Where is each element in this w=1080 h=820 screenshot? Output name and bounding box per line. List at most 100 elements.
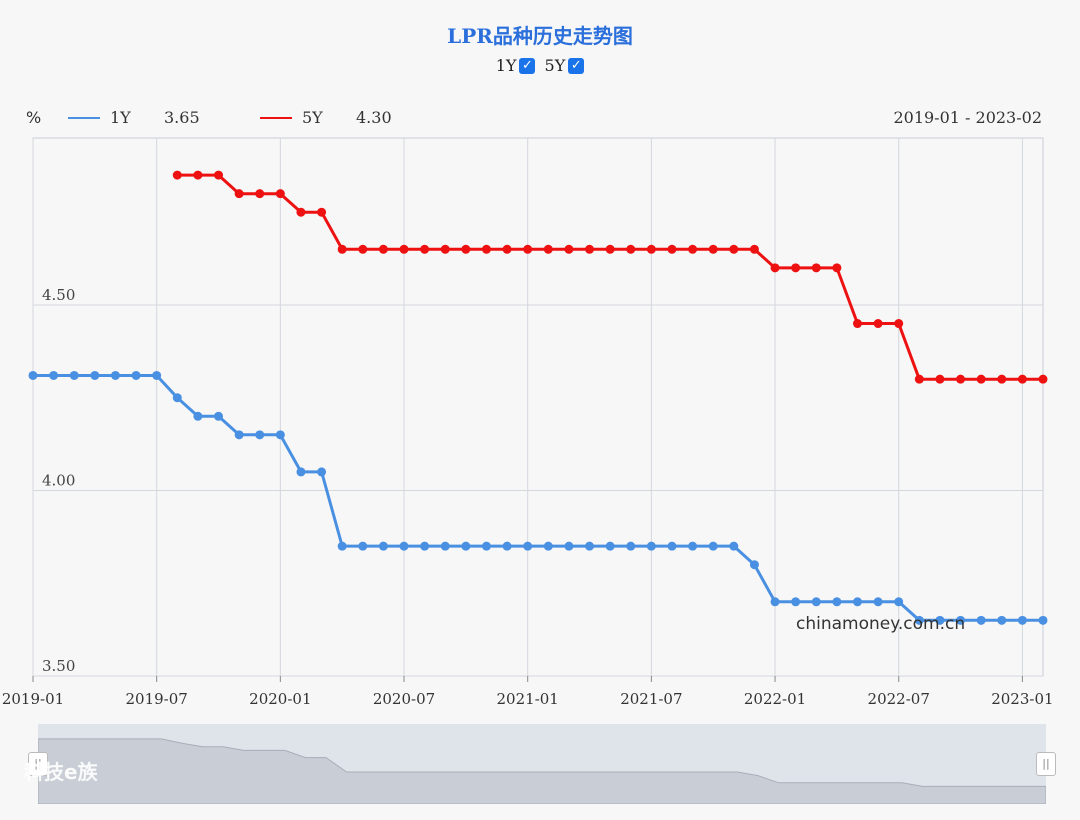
watermark-chinamoney: chinamoney.com.cn [796, 614, 966, 634]
point-5y [172, 170, 182, 180]
legend-name-1y: 1Y [110, 108, 131, 127]
point-1y [255, 430, 265, 440]
point-1y [585, 541, 595, 551]
point-1y [317, 467, 327, 477]
point-1y [997, 615, 1007, 625]
point-5y [791, 263, 801, 273]
legend-line-5y [260, 116, 292, 119]
point-5y [976, 374, 986, 384]
point-5y [832, 263, 842, 273]
point-1y [49, 370, 59, 380]
point-5y [667, 244, 677, 254]
point-1y [976, 615, 986, 625]
point-1y [378, 541, 388, 551]
point-5y [1038, 374, 1048, 384]
point-1y [729, 541, 739, 551]
legend-name-5y: 5Y [302, 108, 323, 127]
point-5y [337, 244, 347, 254]
point-1y [646, 541, 656, 551]
legend-value-5y: 4.30 [356, 108, 392, 127]
watermark-brand: 科技e族 [24, 760, 98, 784]
x-tick-label: 2022-07 [868, 690, 930, 708]
point-5y [255, 189, 265, 199]
date-range: 2019-01 - 2023-02 [893, 108, 1042, 127]
point-5y [873, 319, 883, 329]
point-1y [399, 541, 409, 551]
x-tick-label: 2021-01 [497, 690, 559, 708]
point-1y [523, 541, 533, 551]
point-5y [770, 263, 780, 273]
point-5y [956, 374, 966, 384]
point-5y [914, 374, 924, 384]
point-5y [358, 244, 368, 254]
point-1y [461, 541, 471, 551]
unit-label: % [26, 108, 42, 127]
point-1y [543, 541, 553, 551]
navigator-left-handle[interactable]: || [28, 752, 48, 776]
x-tick-label: 2019-01 [2, 690, 64, 708]
plot-area [32, 137, 1044, 677]
point-1y [172, 393, 182, 403]
toggle-1y-label: 1Y [495, 56, 517, 75]
navigator-area [37, 738, 1047, 805]
x-tick-label: 2020-07 [373, 690, 435, 708]
point-1y [626, 541, 636, 551]
point-5y [420, 244, 430, 254]
point-5y [708, 244, 718, 254]
point-5y [894, 319, 904, 329]
navigator-preview [37, 738, 1047, 805]
point-1y [1017, 615, 1027, 625]
point-5y [646, 244, 656, 254]
point-1y [296, 467, 306, 477]
toggle-5y[interactable]: 5Y ✓ [545, 56, 585, 75]
checkbox-1y-icon[interactable]: ✓ [519, 57, 536, 74]
point-1y [337, 541, 347, 551]
point-1y [110, 370, 120, 380]
point-1y [605, 541, 615, 551]
point-1y [894, 597, 904, 607]
point-1y [1038, 615, 1048, 625]
point-1y [131, 370, 141, 380]
toggle-1y[interactable]: 1Y ✓ [496, 56, 536, 75]
point-5y [296, 207, 306, 217]
point-5y [502, 244, 512, 254]
point-1y [152, 370, 162, 380]
legend-item-1y[interactable]: 1Y 3.65 [68, 108, 200, 127]
point-1y [214, 411, 224, 421]
point-1y [481, 541, 491, 551]
point-1y [564, 541, 574, 551]
point-1y [234, 430, 244, 440]
toggle-5y-label: 5Y [544, 56, 566, 75]
navigator-right-handle[interactable]: || [1036, 752, 1056, 776]
x-tick-label: 2023-01 [991, 690, 1053, 708]
point-1y [852, 597, 862, 607]
range-navigator[interactable] [37, 724, 1047, 805]
point-1y [502, 541, 512, 551]
chart-title: LPR品种历史走势图 [447, 24, 633, 48]
point-1y [935, 615, 945, 625]
point-1y [956, 615, 966, 625]
point-5y [317, 207, 327, 217]
point-5y [461, 244, 471, 254]
point-1y [69, 370, 79, 380]
point-1y [275, 430, 285, 440]
point-5y [852, 319, 862, 329]
legend-item-5y[interactable]: 5Y 4.30 [260, 108, 392, 127]
point-5y [605, 244, 615, 254]
point-5y [935, 374, 945, 384]
point-1y [28, 370, 38, 380]
point-1y [811, 597, 821, 607]
point-1y [914, 615, 924, 625]
point-5y [626, 244, 636, 254]
point-5y [688, 244, 698, 254]
point-1y [688, 541, 698, 551]
point-1y [832, 597, 842, 607]
point-5y [275, 189, 285, 199]
point-1y [440, 541, 450, 551]
checkbox-5y-icon[interactable]: ✓ [568, 57, 585, 74]
point-1y [749, 560, 759, 570]
point-5y [234, 189, 244, 199]
point-1y [708, 541, 718, 551]
point-5y [481, 244, 491, 254]
point-5y [399, 244, 409, 254]
